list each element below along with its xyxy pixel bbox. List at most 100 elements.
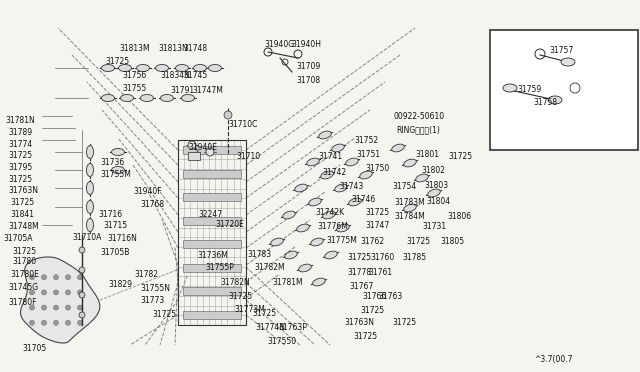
Ellipse shape (285, 251, 297, 259)
Text: 31806: 31806 (447, 212, 471, 221)
Circle shape (77, 320, 83, 325)
Circle shape (77, 290, 83, 295)
Text: 31725: 31725 (353, 332, 377, 341)
Circle shape (65, 275, 70, 280)
Text: 31736M: 31736M (197, 251, 228, 260)
Bar (183, 311, 241, 319)
Ellipse shape (561, 58, 575, 66)
Text: 31763N: 31763N (8, 186, 38, 195)
Text: 31841: 31841 (10, 210, 34, 219)
Circle shape (54, 290, 58, 295)
Text: 31940F: 31940F (133, 187, 162, 196)
Ellipse shape (102, 64, 115, 71)
Bar (183, 146, 241, 154)
Text: 31813N: 31813N (158, 44, 188, 53)
Text: 31748M: 31748M (8, 222, 39, 231)
Text: 31940H: 31940H (291, 40, 321, 49)
Text: 31795: 31795 (8, 163, 32, 172)
Ellipse shape (209, 64, 221, 71)
Text: 31781N: 31781N (5, 116, 35, 125)
Text: 31751: 31751 (356, 150, 380, 159)
Ellipse shape (349, 198, 361, 206)
Circle shape (29, 290, 35, 295)
Circle shape (77, 305, 83, 310)
Ellipse shape (346, 158, 358, 166)
Circle shape (54, 275, 58, 280)
Ellipse shape (86, 145, 93, 158)
Ellipse shape (118, 64, 131, 71)
Text: 31716N: 31716N (107, 234, 137, 243)
Bar (183, 170, 241, 177)
Ellipse shape (299, 264, 311, 272)
Text: 31741: 31741 (318, 152, 342, 161)
Text: 31748: 31748 (183, 44, 207, 53)
Text: 31754: 31754 (392, 182, 416, 191)
Circle shape (42, 305, 47, 310)
Circle shape (79, 312, 85, 318)
Text: 31725: 31725 (360, 306, 384, 315)
Text: RINGリング(1): RINGリング(1) (396, 125, 440, 134)
Circle shape (79, 247, 85, 253)
Circle shape (79, 267, 85, 273)
Text: 31940G: 31940G (264, 40, 294, 49)
Text: 31705: 31705 (22, 344, 46, 353)
Text: 31725: 31725 (228, 292, 252, 301)
Text: 31755: 31755 (122, 84, 147, 93)
Ellipse shape (404, 204, 416, 212)
Text: 31940E: 31940E (188, 143, 217, 152)
Text: 31710C: 31710C (228, 120, 257, 129)
Polygon shape (20, 257, 100, 343)
Text: 31834N: 31834N (160, 71, 190, 80)
Bar (183, 264, 241, 272)
Text: 31789: 31789 (8, 128, 32, 137)
Ellipse shape (308, 198, 321, 206)
Text: 31755N: 31755N (140, 284, 170, 293)
Ellipse shape (102, 94, 115, 102)
Text: 31775M: 31775M (326, 236, 357, 245)
Text: 31767: 31767 (349, 282, 373, 291)
Circle shape (29, 305, 35, 310)
Circle shape (206, 148, 214, 156)
Text: 31725: 31725 (252, 309, 276, 318)
Text: 31766: 31766 (362, 292, 387, 301)
Ellipse shape (323, 211, 335, 219)
Text: 31745G: 31745G (8, 283, 38, 292)
Ellipse shape (182, 94, 195, 102)
Text: 31746: 31746 (351, 195, 375, 204)
Bar (188, 152, 200, 160)
Text: 31725: 31725 (10, 198, 34, 207)
Ellipse shape (307, 158, 319, 166)
Text: 31782M: 31782M (254, 263, 285, 272)
Bar (183, 240, 241, 248)
Text: 31725: 31725 (105, 57, 129, 66)
Ellipse shape (111, 167, 125, 173)
Ellipse shape (416, 174, 428, 182)
Text: 00922-50610: 00922-50610 (394, 112, 445, 121)
Ellipse shape (161, 94, 173, 102)
Bar (183, 217, 241, 225)
Text: 31780F: 31780F (8, 298, 36, 307)
Text: 31805: 31805 (440, 237, 464, 246)
Text: 31752: 31752 (354, 136, 378, 145)
Text: 31758: 31758 (533, 98, 557, 107)
Ellipse shape (295, 184, 307, 192)
Text: 31715: 31715 (103, 221, 127, 230)
Text: 31709: 31709 (296, 62, 320, 71)
Text: 31829: 31829 (108, 280, 132, 289)
Text: 31763N: 31763N (344, 318, 374, 327)
Text: 31705A: 31705A (3, 234, 33, 243)
Text: 31725: 31725 (152, 310, 176, 319)
Text: 31803: 31803 (424, 181, 448, 190)
Ellipse shape (141, 94, 154, 102)
Text: 31780: 31780 (12, 257, 36, 266)
Text: 31725: 31725 (406, 237, 430, 246)
Text: 31725: 31725 (392, 318, 416, 327)
Text: 31778: 31778 (347, 268, 371, 277)
Text: 31791: 31791 (170, 86, 194, 95)
Ellipse shape (283, 211, 295, 219)
Bar (183, 288, 241, 295)
Ellipse shape (548, 96, 562, 104)
Text: 31773M: 31773M (234, 305, 265, 314)
Ellipse shape (297, 224, 309, 232)
Text: 31782: 31782 (134, 270, 158, 279)
